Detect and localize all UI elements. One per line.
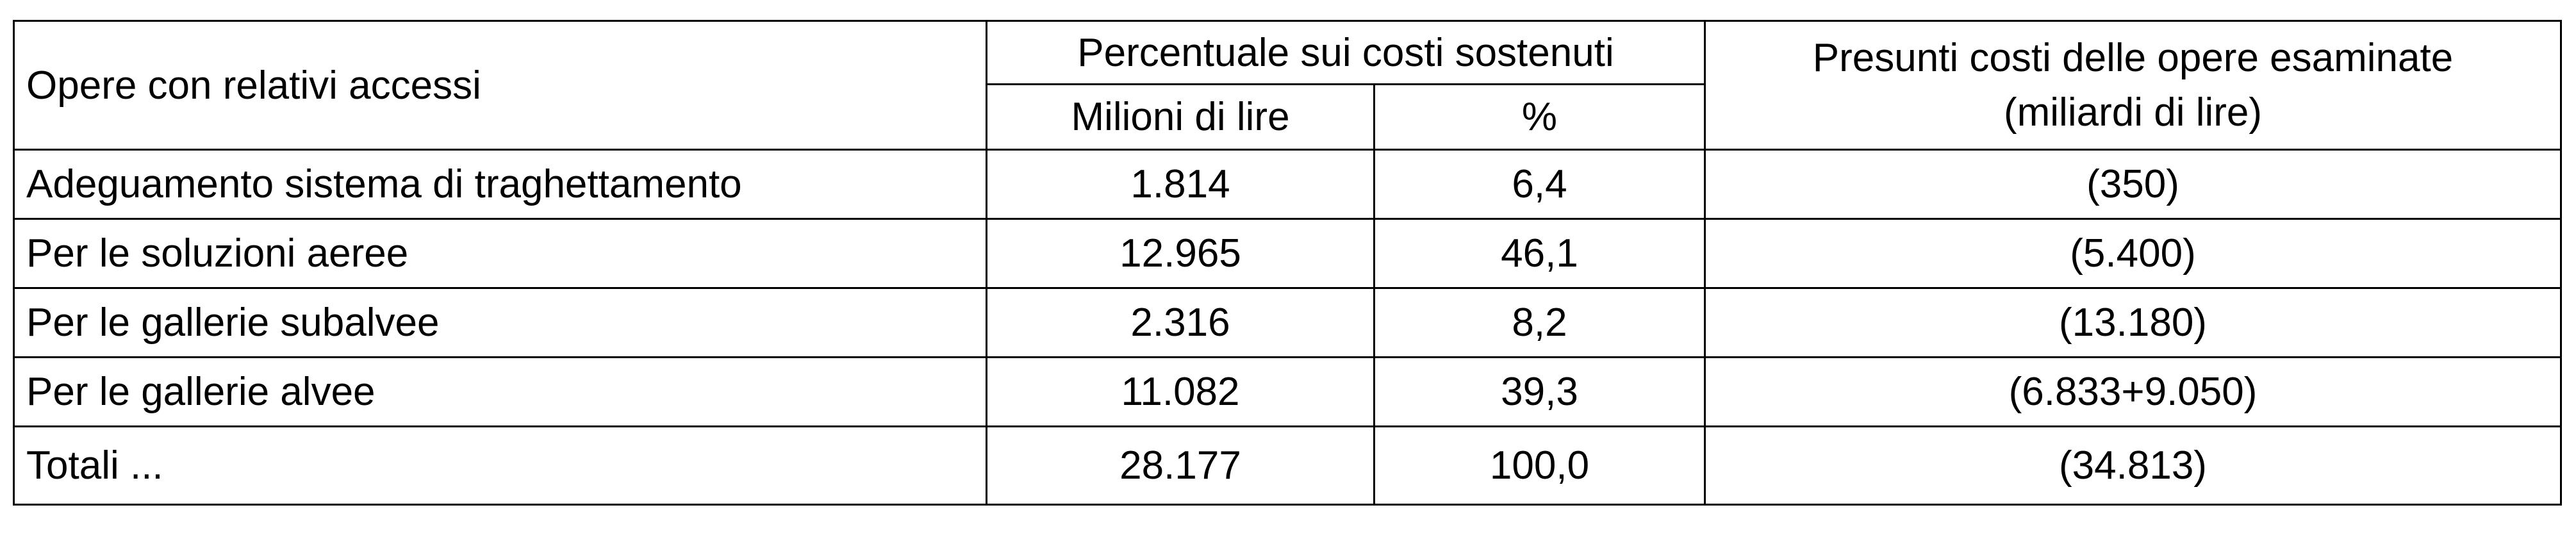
header-row: Opere con relativi accessi Percentuale s…: [13, 20, 2562, 151]
cell: 100,0: [1373, 425, 1706, 506]
cell: 39,3: [1373, 356, 1706, 427]
header-line: (miliardi di lire): [2003, 90, 2263, 135]
cell: (350): [1704, 149, 2562, 220]
cell: 8,2: [1373, 287, 1706, 358]
cell: Adeguamento sistema di traghettamento: [13, 149, 987, 220]
header-line: Presunti costi delle opere esaminate: [1812, 36, 2454, 80]
header-cell: Percentuale sui costi sostenuti: [986, 20, 1706, 85]
cost-table: Opere con relativi accessi Percentuale s…: [13, 20, 2562, 506]
cell: (13.180): [1704, 287, 2562, 358]
cell: 6,4: [1373, 149, 1706, 220]
cell: 46,1: [1373, 218, 1706, 289]
cell: Per le soluzioni aeree: [13, 218, 987, 289]
data-row: Per le gallerie alvee 11.082 39,3 (6.833+9.…: [13, 356, 2562, 427]
subheader-row: Milioni di lire %: [14, 83, 2561, 151]
cell: 11.082: [986, 356, 1375, 427]
cell: 12.965: [986, 218, 1375, 289]
data-row: Per le soluzioni aeree 12.965 46,1 (5.400): [13, 218, 2562, 289]
cell: 28.177: [986, 425, 1375, 506]
cell: Per le gallerie subalvee: [13, 287, 987, 358]
cell: (6.833+9.050): [1704, 356, 2562, 427]
cell: Per le gallerie alvee: [13, 356, 987, 427]
cell: 1.814: [986, 149, 1375, 220]
header-cell: Milioni di lire: [986, 83, 1375, 151]
data-row: Totali ... 28.177 100,0 (34.813): [13, 425, 2562, 506]
cell: (5.400): [1704, 218, 2562, 289]
cell: 2.316: [986, 287, 1375, 358]
header-cell: Presunti costi delle opere esaminate (mil…: [1704, 20, 2562, 151]
table-body: Opere con relativi accessi Percentuale s…: [13, 20, 2562, 506]
cell: (34.813): [1704, 425, 2562, 506]
header-cell: Opere con relativi accessi: [13, 20, 987, 151]
data-row: Adeguamento sistema di traghettamento 1.8…: [13, 149, 2562, 220]
data-row: Per le gallerie subalvee 2.316 8,2 (13.180): [13, 287, 2562, 358]
cell: Totali ...: [13, 425, 987, 506]
header-cell: %: [1373, 83, 1706, 151]
